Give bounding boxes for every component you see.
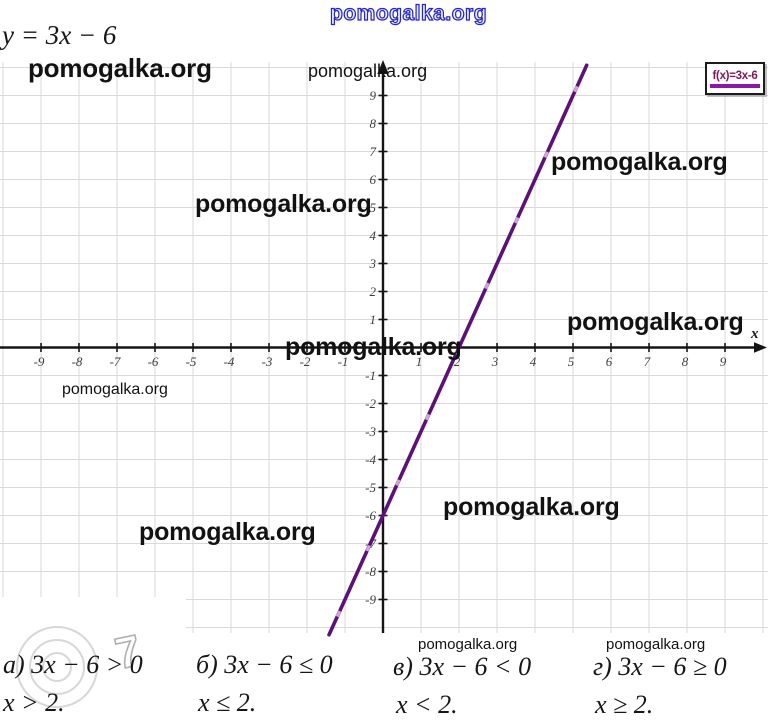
x-tick-label: 9 [720, 354, 727, 369]
stamp-circle [16, 626, 98, 708]
x-tick-label: 2 [454, 354, 461, 369]
x-tick-label: -3 [262, 354, 273, 369]
y-tick-label: 1 [370, 312, 377, 327]
y-tick-label: 3 [369, 256, 377, 271]
problem-a-solution: x > 2. [3, 688, 65, 717]
y-tick-label: -8 [365, 564, 376, 579]
watermark: pomogalka.org [551, 148, 728, 176]
y-tick-label: 9 [370, 88, 377, 103]
legend-line-swatch [710, 83, 760, 88]
watermark: pomogalka.org [606, 636, 706, 653]
x-tick-label: 8 [682, 354, 689, 369]
problem-d-inequality: г) 3x − 6 ≥ 0 [593, 652, 727, 681]
legend-box: f(x)=3x-6 [705, 62, 765, 95]
x-tick-label: 4 [530, 354, 537, 369]
watermark: pomogalka.org [28, 53, 212, 83]
x-tick-label: -9 [34, 354, 45, 369]
x-tick-label: -5 [186, 354, 197, 369]
problem-c-inequality: в) 3x − 6 < 0 [393, 652, 532, 681]
x-axis-label: x [750, 326, 759, 342]
white-patch [0, 597, 186, 645]
y-tick-label: -4 [365, 452, 376, 467]
x-tick-label: -4 [224, 354, 235, 369]
x-tick-label: -1 [338, 354, 349, 369]
problem-b-solution: x ≤ 2. [198, 688, 257, 717]
equation-title: y = 3x − 6 [2, 20, 117, 50]
x-tick-label: 6 [606, 354, 613, 369]
watermark: pomogalka.org [418, 636, 518, 653]
problem-c-solution: x < 2. [396, 690, 458, 719]
y-tick-label: -6 [365, 508, 376, 523]
y-tick-label: 4 [370, 228, 377, 243]
y-axis-arrow [377, 60, 389, 74]
watermark: pomogalka.org [443, 493, 620, 521]
y-tick-label: 2 [370, 284, 377, 299]
x-tick-label: 3 [491, 354, 499, 369]
watermark: pomogalka.org [285, 333, 462, 361]
stamp-circle [42, 652, 72, 682]
problem-c: в) 3x − 6 < 0 x < 2. [393, 652, 532, 718]
y-tick-label: -9 [365, 592, 376, 607]
problem-a: а) 3x − 6 > 0 x > 2. [3, 650, 143, 716]
x-tick-label: -8 [72, 354, 83, 369]
y-tick-label: 6 [370, 172, 377, 187]
x-tick-label: -6 [148, 354, 159, 369]
y-tick-label: -5 [365, 480, 376, 495]
y-tick-label: 7 [370, 144, 377, 159]
legend-label: f(x)=3x-6 [712, 69, 758, 82]
watermark: pomogalka.org [62, 381, 168, 398]
watermark: pomogalka.org [139, 518, 316, 546]
watermark: pomogalka.org [195, 190, 372, 218]
watermark: pomogalka.org [567, 308, 744, 336]
problem-a-inequality: а) 3x − 6 > 0 [3, 650, 143, 679]
problem-d: г) 3x − 6 ≥ 0 x ≥ 2. [593, 652, 727, 718]
x-tick-label: 5 [568, 354, 575, 369]
x-tick-label: 1 [416, 354, 423, 369]
function-line-highlight [327, 64, 589, 636]
watermark: pomogalka.org [329, 2, 488, 25]
problem-b-inequality: б) 3x − 6 ≤ 0 [196, 650, 333, 679]
y-tick-label: -3 [365, 424, 376, 439]
problem-b: б) 3x − 6 ≤ 0 x ≤ 2. [196, 650, 333, 716]
y-tick-label: 8 [370, 116, 377, 131]
x-tick-label: -7 [110, 354, 121, 369]
problem-d-solution: x ≥ 2. [595, 690, 654, 719]
stamp-circle [29, 639, 85, 695]
x-tick-label: -2 [300, 354, 311, 369]
x-axis-arrow [754, 342, 767, 353]
x-tick-label: 7 [644, 354, 651, 369]
y-tick-label: -1 [365, 368, 376, 383]
watermark: pomogalka.org [308, 61, 428, 81]
y-tick-label: 5 [370, 200, 377, 215]
y-tick-label: -2 [365, 396, 376, 411]
